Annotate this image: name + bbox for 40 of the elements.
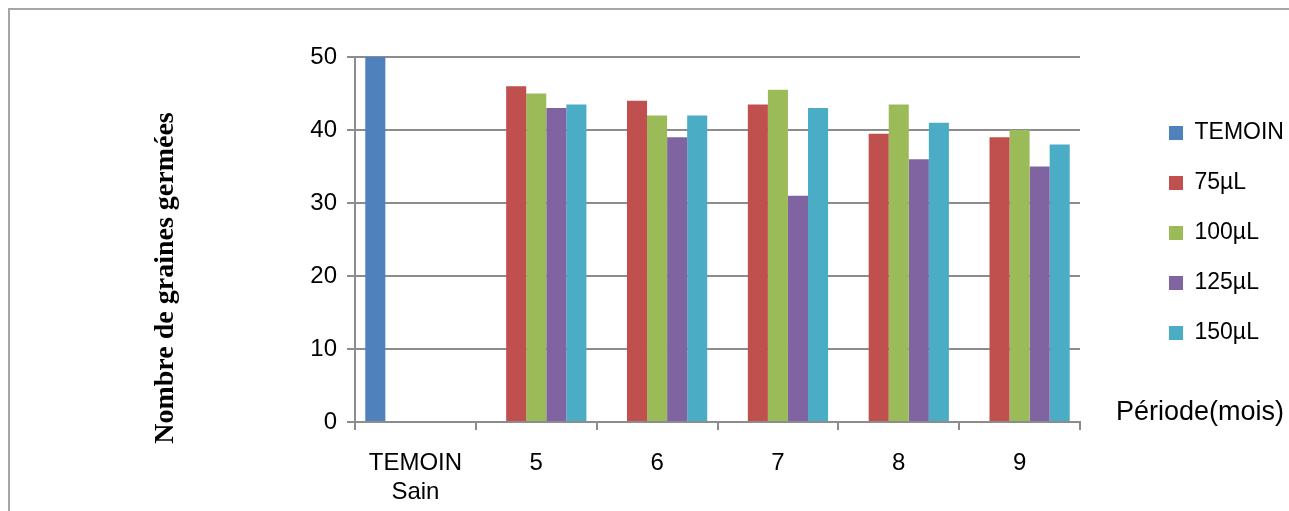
- bar: [1029, 166, 1050, 421]
- bar: [627, 100, 648, 421]
- x-tick-label: 8: [892, 448, 906, 476]
- bar: [888, 104, 909, 421]
- bar: [566, 104, 587, 421]
- bar: [767, 89, 788, 421]
- bar: [1009, 130, 1030, 421]
- x-tick-label: 5: [529, 448, 543, 476]
- x-tick-label: 9: [1012, 448, 1027, 476]
- y-tick-label: 0: [323, 406, 337, 434]
- y-tick-label: 50: [310, 41, 337, 69]
- bar: [787, 195, 808, 421]
- y-tick-label: 30: [310, 187, 337, 215]
- legend-label: 125µL: [1194, 268, 1260, 295]
- bar: [546, 108, 567, 421]
- legend-label: 75µL: [1194, 168, 1247, 195]
- y-tick-label: 20: [310, 260, 337, 288]
- x-tick-label: 6: [650, 448, 664, 476]
- y-tick-label: 40: [310, 114, 337, 142]
- bar: [908, 159, 929, 421]
- bar: [868, 133, 889, 421]
- bar: [506, 86, 527, 421]
- bar: [526, 93, 547, 421]
- bar: [989, 137, 1010, 421]
- bar: [928, 122, 949, 421]
- y-tick-label: 10: [310, 333, 337, 361]
- x-tick-label: 7: [771, 448, 785, 476]
- x-axis-title: Période(mois): [1116, 396, 1285, 427]
- x-tick-label: TEMOIN Sain: [368, 448, 463, 504]
- bar: [747, 104, 768, 421]
- bar: [647, 115, 668, 421]
- y-axis-title: Nombre de graines germées: [148, 112, 180, 444]
- bar: [687, 115, 708, 421]
- legend-label: 150µL: [1194, 318, 1260, 345]
- bar: [808, 108, 829, 421]
- legend-label: TEMOIN: [1194, 118, 1284, 145]
- bar: [365, 57, 386, 421]
- bar: [1049, 144, 1070, 421]
- bar: [667, 137, 688, 421]
- legend-label: 100µL: [1194, 218, 1260, 245]
